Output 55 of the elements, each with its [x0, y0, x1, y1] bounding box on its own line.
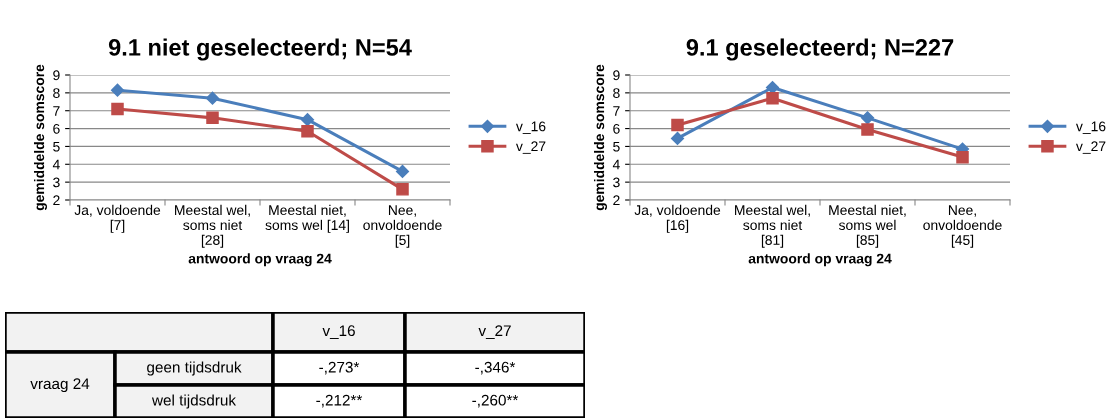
legend-label: v_27 [1075, 141, 1106, 154]
legend-label: v_16 [515, 121, 546, 134]
point [670, 131, 685, 145]
chart-title: 9.1 niet geselecteerd; N=54 [108, 38, 412, 61]
point [396, 183, 409, 196]
y-tick-label: 9 [613, 70, 620, 81]
x-tick-label: Ja, voldoende [16] [634, 204, 721, 233]
x-tick-label: Ja, voldoende [7] [74, 204, 161, 233]
point [110, 83, 125, 97]
y-tick-label: 4 [52, 159, 60, 170]
point [111, 102, 124, 116]
text: -,260** [472, 394, 519, 408]
point [860, 111, 875, 125]
y-tick-label: 4 [612, 159, 620, 170]
text: vraag 24 [30, 378, 90, 393]
y-tick-label: 5 [53, 141, 60, 152]
chart-title: 9.1 geselecteerd; N=227 [686, 38, 954, 61]
point [956, 150, 969, 164]
x-tick-label: Meestal niet, soms wel [14] [265, 204, 349, 233]
point [301, 124, 314, 138]
point [861, 123, 874, 136]
text: -,212** [316, 394, 363, 408]
y-tick-label: 8 [53, 88, 60, 99]
y-tick-label: 6 [53, 123, 60, 134]
x-axis-title: antwoord op vraag 24 [188, 253, 332, 267]
point [205, 91, 220, 105]
x-axis-title: antwoord op vraag 24 [748, 253, 892, 267]
text: v_27 [478, 325, 511, 339]
y-axis-title: gemiddelde somscore [33, 64, 47, 211]
legend-label: v_27 [515, 141, 546, 154]
point [395, 164, 410, 179]
y-tick-label: 5 [613, 141, 620, 152]
y-tick-label: 2 [53, 195, 60, 206]
point [671, 118, 684, 132]
text: -,346* [475, 361, 516, 375]
y-tick-label: 9 [53, 70, 60, 81]
y-tick-label: 2 [613, 195, 620, 206]
x-tick-label: Meestal niet, soms wel [85] [829, 204, 906, 248]
y-tick-label: 3 [53, 177, 60, 188]
x-tick-label: Nee, onvoldoende [5] [363, 205, 442, 248]
y-tick-label: 7 [613, 106, 620, 116]
y-tick-label: 3 [613, 177, 620, 188]
text: wel tijdsdruk [151, 394, 237, 409]
point [206, 111, 219, 125]
x-tick-label: Nee, onvoldoende [45] [923, 205, 1002, 248]
y-tick-label: 7 [53, 106, 60, 116]
point [300, 113, 315, 127]
text: v_16 [322, 325, 355, 339]
text: -,273* [319, 361, 360, 375]
y-tick-label: 6 [613, 123, 620, 134]
y-axis-title: gemiddelde somscore [593, 64, 607, 211]
text: geen tijdsdruk [147, 361, 242, 376]
legend-label: v_16 [1075, 121, 1106, 134]
point [766, 91, 779, 105]
y-tick-label: 8 [613, 88, 620, 99]
